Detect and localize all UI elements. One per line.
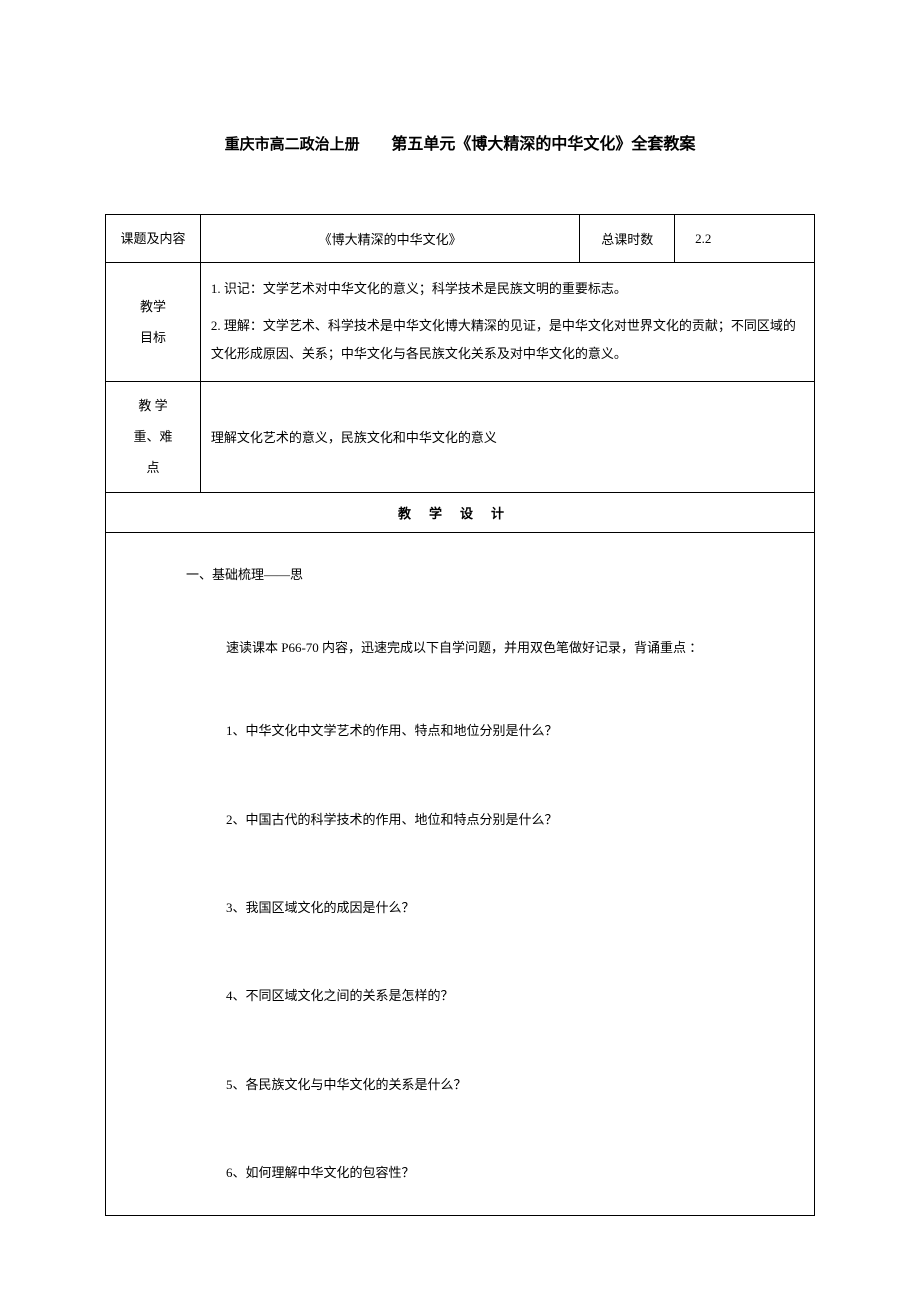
objectives-content: 1. 识记：文学艺术对中华文化的意义；科学技术是民族文明的重要标志。 2. 理解… bbox=[200, 263, 814, 382]
keypoints-label: 教 学 重、难 点 bbox=[106, 381, 201, 492]
question-5: 5、各民族文化与中华文化的关系是什么？ bbox=[226, 1073, 799, 1096]
topic-content: 《博大精深的中华文化》 bbox=[200, 215, 579, 263]
question-6: 6、如何理解中华文化的包容性？ bbox=[226, 1161, 799, 1184]
section-title: 一、基础梳理——思 bbox=[186, 563, 799, 586]
objectives-label: 教学 目标 bbox=[106, 263, 201, 382]
lesson-plan-table: 课题及内容 《博大精深的中华文化》 总课时数 2.2 教学 目标 1. 识记：文… bbox=[105, 214, 815, 533]
objectives-line1: 1. 识记：文学艺术对中华文化的意义；科学技术是民族文明的重要标志。 bbox=[211, 275, 804, 304]
question-4: 4、不同区域文化之间的关系是怎样的？ bbox=[226, 984, 799, 1007]
keypoints-content: 理解文化艺术的意义，民族文化和中华文化的意义 bbox=[200, 381, 814, 492]
question-2: 2、中国古代的科学技术的作用、地位和特点分别是什么？ bbox=[226, 808, 799, 831]
title-main: 第五单元《博大精深的中华文化》全套教案 bbox=[391, 136, 695, 153]
objectives-line2: 2. 理解：文学艺术、科学技术是中华文化博大精深的见证，是中华文化对世界文化的贡… bbox=[211, 312, 804, 369]
question-3: 3、我国区域文化的成因是什么？ bbox=[226, 896, 799, 919]
lesson-content: 一、基础梳理——思 速读课本 P66-70 内容，迅速完成以下自学问题，并用双色… bbox=[105, 533, 815, 1216]
topic-label: 课题及内容 bbox=[106, 215, 201, 263]
question-1: 1、中华文化中文学艺术的作用、特点和地位分别是什么？ bbox=[226, 719, 799, 742]
title-prefix: 重庆市高二政治上册 bbox=[225, 137, 360, 153]
total-hours-label: 总课时数 bbox=[580, 215, 675, 263]
total-hours-value: 2.2 bbox=[675, 215, 815, 263]
document-title: 重庆市高二政治上册 第五单元《博大精深的中华文化》全套教案 bbox=[105, 130, 815, 154]
instruction-text: 速读课本 P66-70 内容，迅速完成以下自学问题，并用双色笔做好记录，背诵重点… bbox=[226, 636, 799, 659]
design-header: 教学设计 bbox=[106, 492, 815, 532]
